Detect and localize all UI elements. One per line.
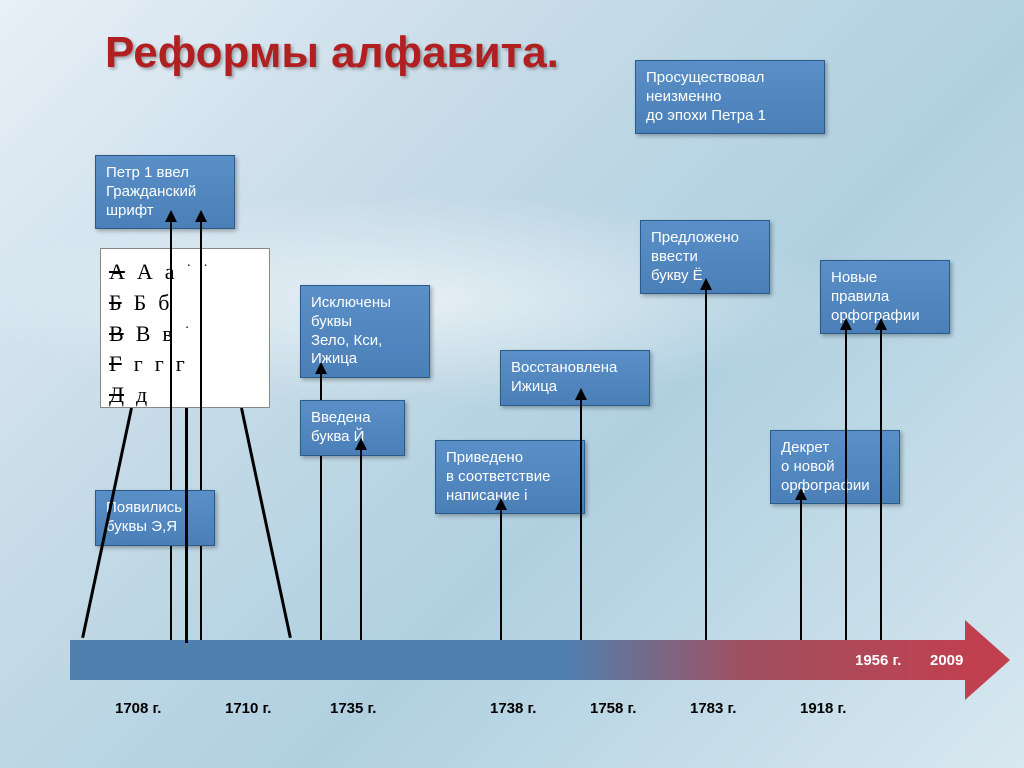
arrow-head-sootvetstvie-0 (495, 498, 507, 510)
arrow-head-izhitsa_restored-0 (575, 388, 587, 400)
arrow-head-letter_yo-0 (700, 278, 712, 290)
arrow-head-petr1-0 (165, 210, 177, 222)
arrow-line-new_rules-1 (880, 328, 882, 640)
year-label: 1710 г. (225, 700, 271, 717)
year-label: 1758 г. (590, 700, 636, 717)
arrow-line-decree-0 (800, 498, 802, 640)
event-box-sootvetstvie: Приведенов соответствиенаписание i (435, 440, 585, 514)
year-label: 1738 г. (490, 700, 536, 717)
arrow-line-new_rules-0 (845, 328, 847, 640)
easel-leg-1 (185, 408, 188, 643)
year-label: 1918 г. (800, 700, 846, 717)
arrow-head-decree-0 (795, 488, 807, 500)
year-inline: 2009 (930, 652, 963, 669)
arrow-line-letter_i_kratkoe-0 (360, 448, 362, 640)
timeline-bar (70, 640, 970, 680)
timeline-arrowhead (965, 620, 1010, 700)
arrow-line-sootvetstvie-0 (500, 508, 502, 640)
arrow-head-excluded-0 (315, 362, 327, 374)
arrow-head-new_rules-0 (840, 318, 852, 330)
easel-leg-2 (240, 408, 292, 638)
event-box-letter_i_kratkoe: Введенабуква Й (300, 400, 405, 456)
arrow-line-petr1-0 (170, 220, 172, 640)
arrow-head-petr1-1 (195, 210, 207, 222)
year-label: 1708 г. (115, 700, 161, 717)
page-title: Реформы алфавита. (105, 28, 559, 78)
arrow-line-letter_yo-0 (705, 288, 707, 640)
year-label: 1735 г. (330, 700, 376, 717)
year-inline: 1956 г. (855, 652, 901, 669)
arrow-line-izhitsa_restored-0 (580, 398, 582, 640)
arrow-head-new_rules-1 (875, 318, 887, 330)
arrow-head-letter_i_kratkoe-0 (355, 438, 367, 450)
year-label: 1783 г. (690, 700, 736, 717)
arrow-line-petr1-1 (200, 220, 202, 640)
alphabet-sample: ААа·· ББб ВВв· Гггг Дд (100, 248, 270, 408)
event-box-unchanged: Просуществовалнеизменнодо эпохи Петра 1 (635, 60, 825, 134)
